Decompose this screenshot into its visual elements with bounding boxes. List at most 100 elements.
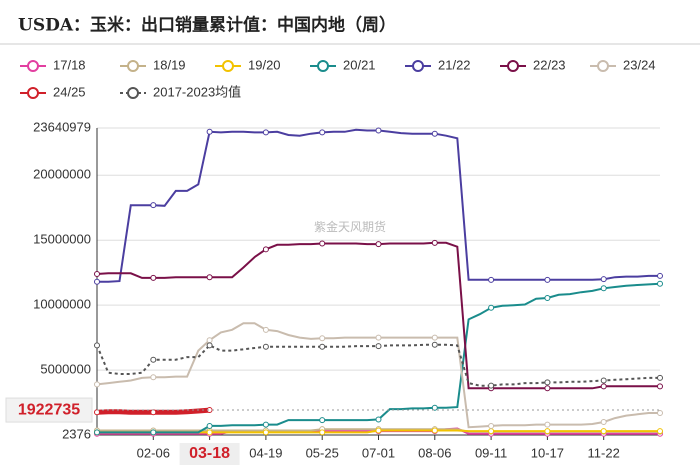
series-line [96,241,660,390]
data-point [600,428,607,435]
y-tick-label: 23640979 [33,119,91,134]
data-point [544,421,551,428]
data-point [375,241,382,248]
legend-item[interactable]: 18/19 [120,57,186,72]
chart-title: USDA：玉米：出口销量累计值：中国内地（周） [18,15,396,36]
legend-item[interactable]: 19/20 [215,57,281,72]
data-point [375,427,382,434]
legend-label: 2017-2023均值 [153,84,241,99]
legend-marker [507,60,519,72]
x-tick-label: 10-17 [531,445,564,460]
legend-marker [27,87,39,99]
legend-label: 18/19 [153,57,186,72]
data-point [150,429,157,436]
data-point [94,278,100,285]
data-point [262,343,269,350]
data-point [544,428,551,435]
data-point [206,422,213,429]
x-pointer-box [179,443,240,465]
data-point [488,276,495,283]
data-point [657,272,663,279]
legend-marker [597,60,609,72]
data-point [488,422,495,429]
data-point [657,374,663,381]
watermark: 紫金天风期货 [314,219,386,234]
data-point [206,429,213,436]
data-point [94,429,100,436]
legend-label: 20/21 [343,57,376,72]
data-point [375,416,382,423]
legend-marker [127,60,139,72]
data-point [319,417,326,424]
legend-label: 19/20 [248,57,281,72]
data-point [319,343,326,350]
x-tick-label: 09-11 [475,445,507,460]
data-point [657,383,663,390]
legend-marker [412,60,424,72]
data-point [319,429,326,436]
data-point [262,429,269,436]
data-point [206,337,213,344]
data-point [544,295,551,302]
data-point [262,421,269,428]
data-point [600,276,607,283]
data-point [488,382,495,389]
data-point [600,419,607,426]
data-point [431,130,438,137]
legend-marker [222,60,234,72]
data-point [206,342,213,349]
data-point [206,274,213,281]
data-point [262,326,269,333]
data-point [150,374,157,381]
legend-marker [127,87,139,99]
data-point [94,342,100,349]
y-pointer-box [5,397,93,423]
data-point [544,379,551,386]
data-point [262,129,269,136]
data-point [150,202,157,209]
data-point [431,239,438,246]
data-point [431,404,438,411]
legend-label: 23/24 [623,57,656,72]
legend-label: 24/25 [53,84,86,99]
legend-item[interactable]: 22/23 [500,57,566,72]
y-pointer-label: 1922735 [18,401,80,418]
legend-item[interactable]: 21/22 [405,57,471,72]
x-tick-label: 08-06 [418,445,451,460]
y-tick-label: 5000000 [40,362,91,377]
data-point [657,280,663,287]
data-point [544,385,551,392]
data-point [94,381,100,388]
x-tick-label: 03-18 [189,445,230,462]
data-point [431,341,438,348]
data-point [431,334,438,341]
x-tick-label: 11-22 [588,445,620,460]
series-line [96,343,660,387]
legend-item[interactable]: 24/25 [20,84,86,99]
data-point [488,304,495,311]
data-point [375,127,382,134]
legend-item[interactable]: 17/18 [20,57,86,72]
data-point [431,427,438,434]
data-point [657,409,663,416]
legend-item[interactable]: 20/21 [310,57,376,72]
x-tick-label: 02-06 [137,445,170,460]
data-point [600,285,607,292]
legend-item[interactable]: 2017-2023均值 [120,84,241,99]
legend-marker [317,60,329,72]
data-point [319,240,326,247]
data-point [600,383,607,390]
data-point [94,270,100,277]
x-tick-label: 05-25 [306,445,339,460]
data-point [600,377,607,384]
data-point [206,128,213,135]
data-point [488,428,495,435]
y-tick-label: 20000000 [33,167,91,182]
data-point [319,335,326,342]
legend-marker [27,60,39,72]
x-tick-label: 04-19 [249,445,282,460]
data-point [319,129,326,136]
data-point [262,246,269,253]
legend-item[interactable]: 23/24 [590,57,656,72]
